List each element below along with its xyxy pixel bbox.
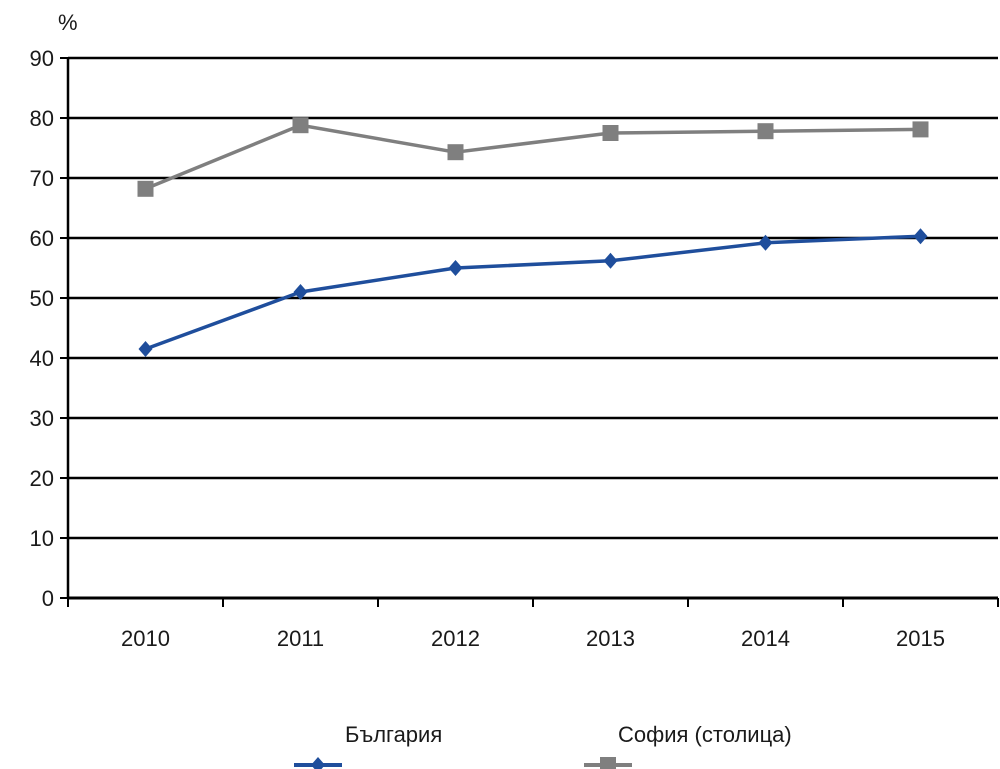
x-tick-label: 2015 [896, 626, 945, 651]
data-point [293, 284, 308, 300]
data-point [757, 123, 774, 140]
data-point [912, 121, 929, 138]
legend-marker [600, 757, 616, 769]
y-tick-label: 70 [30, 166, 54, 191]
data-point [447, 144, 464, 161]
series-line-1 [144, 123, 921, 191]
y-tick-label: 60 [30, 226, 54, 251]
x-tick-label: 2012 [431, 626, 480, 651]
y-tick-label: 0 [42, 586, 54, 611]
x-tick-label: 2011 [277, 626, 324, 651]
x-axis-ticks: 2010 2011 2012 2013 2014 2015 [67, 598, 999, 651]
data-point [448, 260, 463, 276]
y-tick-label: 30 [30, 406, 54, 431]
gridlines [68, 56, 998, 540]
y-tick-label: 20 [30, 466, 54, 491]
series-layer [137, 117, 929, 357]
x-tick-label: 2013 [586, 626, 635, 651]
legend-label: България [345, 722, 442, 747]
legend-marker [311, 757, 325, 769]
legend: България София (столица) [294, 722, 792, 769]
data-point [758, 234, 773, 251]
y-tick-label: 80 [30, 106, 54, 131]
y-tick-label: 50 [30, 286, 54, 311]
y-unit-label: % [58, 10, 78, 35]
y-tick-label: 90 [30, 46, 54, 71]
data-point [137, 180, 154, 197]
y-axis-ticks: 0 10 20 30 40 50 60 70 80 90 [30, 46, 68, 611]
data-point [603, 252, 618, 269]
data-point [602, 125, 619, 141]
data-point [292, 117, 309, 134]
x-tick-label: 2014 [741, 626, 790, 651]
x-tick-label: 2010 [121, 626, 170, 651]
data-point [913, 228, 928, 245]
data-point [138, 341, 153, 357]
y-tick-label: 40 [30, 346, 54, 371]
series-line-0 [144, 234, 921, 351]
y-tick-label: 10 [30, 526, 54, 551]
legend-label: София (столица) [618, 722, 792, 747]
